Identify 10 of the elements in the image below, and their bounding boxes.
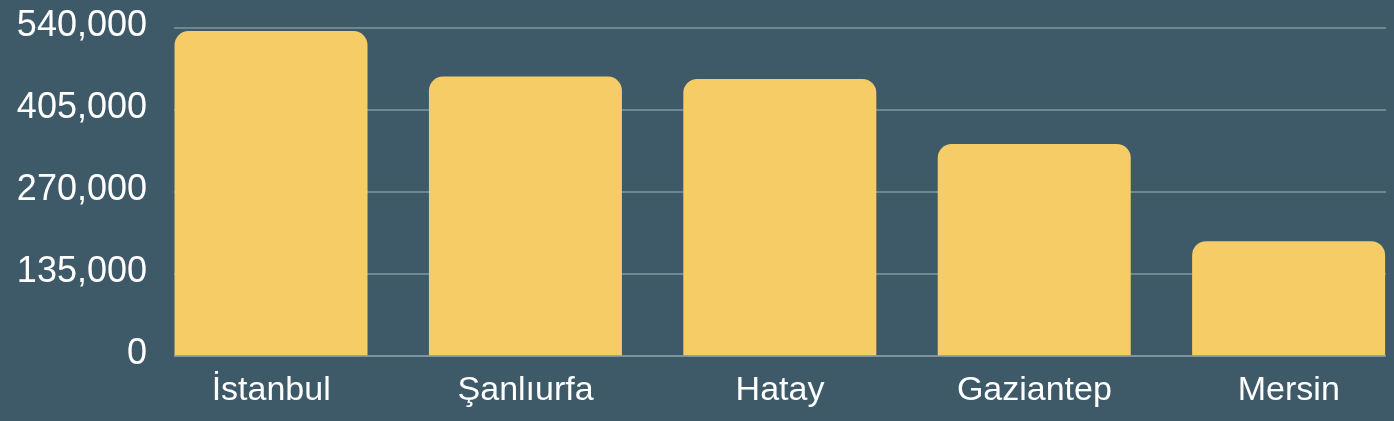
y-tick-label: 405,000: [16, 84, 147, 126]
y-tick-label: 540,000: [16, 2, 147, 44]
x-tick-label: İstanbul: [211, 369, 331, 408]
y-tick-label: 135,000: [16, 248, 147, 290]
x-tick-label: Mersin: [1237, 369, 1340, 408]
y-tick-label: 270,000: [16, 166, 147, 208]
x-tick-label: Şanlıurfa: [457, 369, 594, 408]
y-tick-label: 0: [126, 330, 147, 372]
x-tick-label: Gaziantep: [956, 369, 1112, 408]
x-tick-label: Hatay: [735, 369, 825, 408]
